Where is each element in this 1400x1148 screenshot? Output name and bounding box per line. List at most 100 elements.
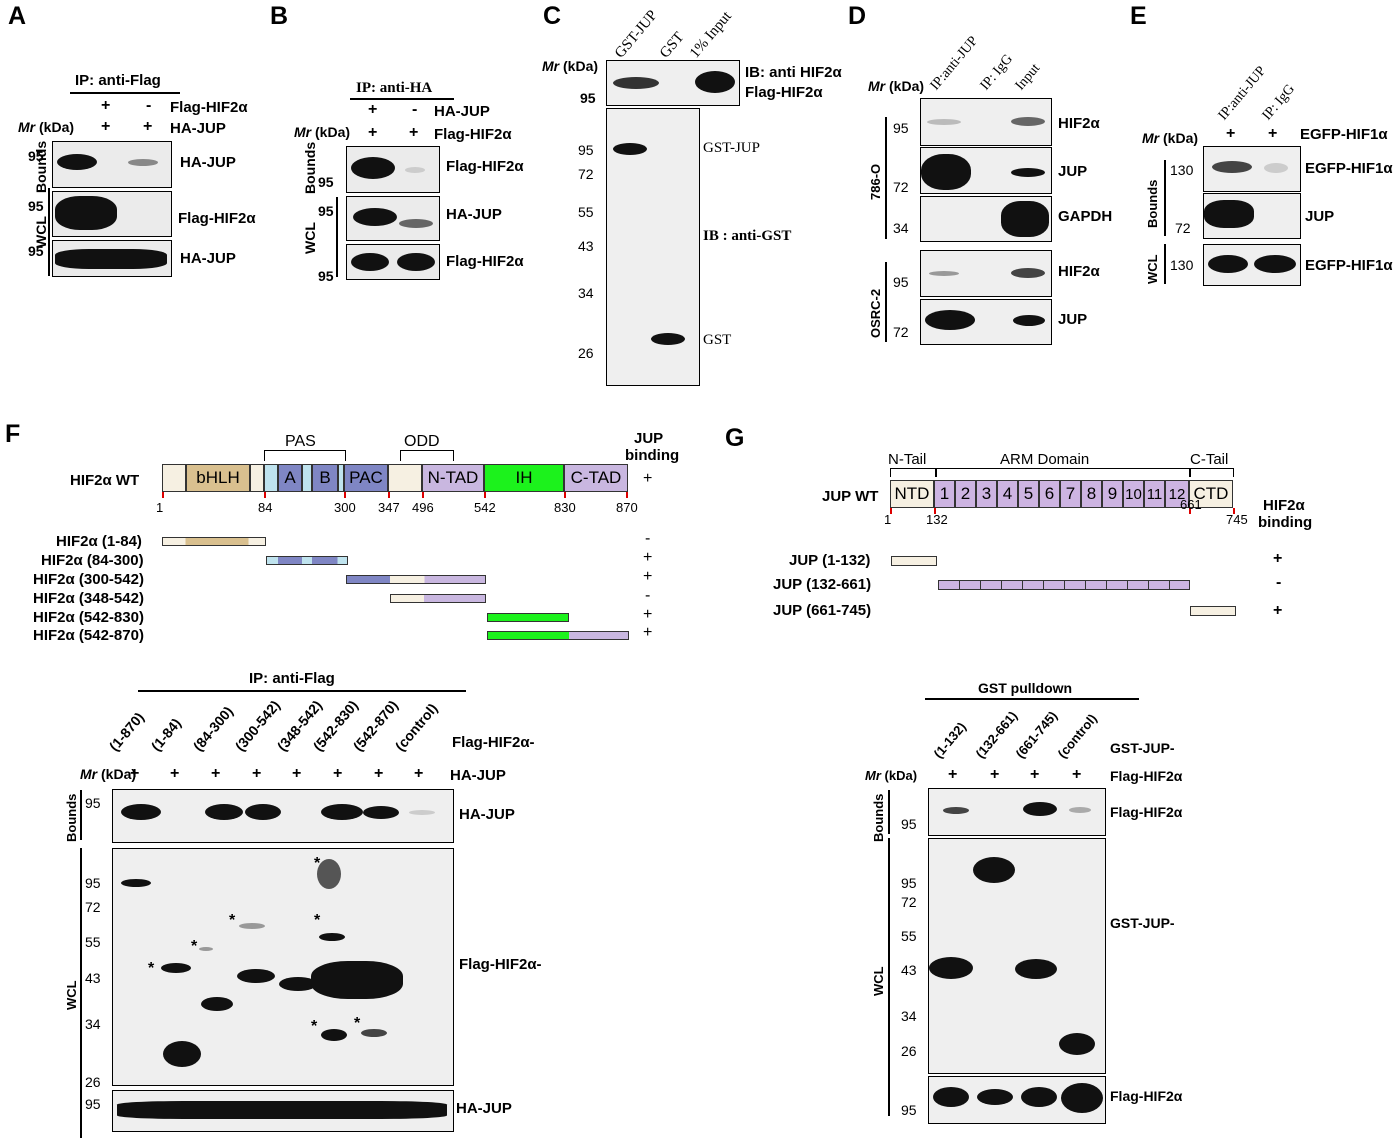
kda: (kDa) xyxy=(889,78,925,94)
band xyxy=(405,167,425,173)
blot-label: GST-JUP xyxy=(703,140,760,156)
position-number: 347 xyxy=(378,500,400,515)
blot-d-1 xyxy=(920,98,1052,146)
kda: (kDa) xyxy=(39,119,75,135)
kda: (kDa) xyxy=(1163,130,1199,146)
fragment-542-830 xyxy=(487,613,569,622)
bracket xyxy=(1164,244,1166,284)
region-label: C-Tail xyxy=(1190,451,1229,468)
position-number: 830 xyxy=(554,500,576,515)
bracket xyxy=(1164,160,1166,236)
band xyxy=(1069,807,1091,813)
binding-header: binding xyxy=(1258,514,1313,531)
sign: + xyxy=(292,765,302,782)
bounds-label: Bounds xyxy=(302,141,318,194)
binding-value: - xyxy=(645,587,651,604)
lane-label: Input xyxy=(1012,61,1044,94)
wt-label: JUP WT xyxy=(822,488,879,505)
odd-bracket xyxy=(400,450,454,461)
domain-ctd: CTD xyxy=(1189,480,1233,508)
domain-link xyxy=(302,464,312,492)
fragment-1-84 xyxy=(162,537,266,546)
position-number: 84 xyxy=(258,500,273,515)
marker: 95 xyxy=(893,274,909,290)
lane-label: IP: IgG xyxy=(977,51,1016,94)
sign: + xyxy=(368,124,378,141)
kda: (kDa) xyxy=(563,58,599,74)
blot-label: EGFP-HIF1α xyxy=(1305,160,1393,177)
star-marker: * xyxy=(354,1015,361,1032)
kda: (kDa) xyxy=(884,768,918,783)
binding-header: JUP xyxy=(634,430,664,447)
marker: 34 xyxy=(893,220,909,236)
band xyxy=(1021,1087,1057,1107)
band xyxy=(1013,315,1045,326)
blot-f-wcl xyxy=(112,848,454,1086)
blot-label: JUP xyxy=(1058,311,1088,328)
binding-value: + xyxy=(1273,550,1283,567)
bracket xyxy=(888,790,890,834)
construct-label: HIF2α (348-542) xyxy=(33,590,144,607)
bracket xyxy=(885,117,887,239)
domain-ntd: NTD xyxy=(890,480,934,508)
domain-n xyxy=(162,464,186,492)
marker: 55 xyxy=(901,928,917,944)
wcl-label: WCL xyxy=(64,980,79,1010)
lane-label: (1-870) xyxy=(105,709,148,754)
mr-italic: Mr xyxy=(865,768,881,783)
blot-label: HA-JUP xyxy=(459,806,515,823)
region-label: PAS xyxy=(285,433,316,450)
blot-a-wcl2 xyxy=(52,240,172,277)
sign: + xyxy=(414,765,424,782)
mr-italic: Mr xyxy=(868,78,886,94)
band xyxy=(409,810,435,815)
lane-label: (1-132) xyxy=(930,719,969,761)
marker: 72 xyxy=(85,899,101,915)
band xyxy=(321,804,363,820)
blot-g-input xyxy=(928,1076,1106,1124)
band xyxy=(1011,117,1045,126)
ip-label: IP: anti-Flag xyxy=(249,670,335,687)
position-number: 661 xyxy=(1180,497,1202,512)
lane-label: IP:anti-JUP xyxy=(927,33,982,94)
mr-italic: Mr xyxy=(18,119,36,135)
band xyxy=(977,1089,1013,1105)
ip-underline xyxy=(70,92,180,94)
domain-link xyxy=(338,464,344,492)
binding-value: + xyxy=(643,624,653,641)
band xyxy=(1011,268,1045,278)
band xyxy=(239,923,265,929)
blot-d-5 xyxy=(920,299,1052,345)
band xyxy=(929,271,959,276)
bounds-label: Bounds xyxy=(871,793,886,842)
band xyxy=(128,159,158,166)
marker: 95 xyxy=(28,243,44,259)
marker: 72 xyxy=(893,179,909,195)
region-label: N-Tail xyxy=(888,451,927,468)
mr-italic: Mr xyxy=(294,124,312,140)
band xyxy=(163,1041,201,1067)
domain-arm-4: 4 xyxy=(997,480,1018,508)
band xyxy=(321,1029,347,1041)
marker: 43 xyxy=(901,962,917,978)
fragment-348-542 xyxy=(390,594,486,603)
bracket xyxy=(885,262,887,342)
panel-label-e: E xyxy=(1130,2,1147,30)
marker: 95 xyxy=(318,268,334,284)
band xyxy=(1015,959,1057,979)
marker: 95 xyxy=(893,120,909,136)
band xyxy=(319,933,345,941)
lane-label: 1% Input xyxy=(686,8,735,62)
ip-label: IP: anti-Flag xyxy=(75,72,161,89)
band xyxy=(361,1029,387,1037)
sign: - xyxy=(412,101,418,118)
position-tick xyxy=(162,492,164,498)
wcl-label: WCL xyxy=(33,216,49,248)
band xyxy=(933,1087,969,1107)
row-label: Flag-HIF2α xyxy=(1110,768,1183,784)
marker: 95 xyxy=(85,795,101,811)
marker: 34 xyxy=(901,1008,917,1024)
marker: 130 xyxy=(1170,257,1194,273)
lane-label: GST-JUP xyxy=(611,7,661,62)
sign: + xyxy=(948,766,958,783)
